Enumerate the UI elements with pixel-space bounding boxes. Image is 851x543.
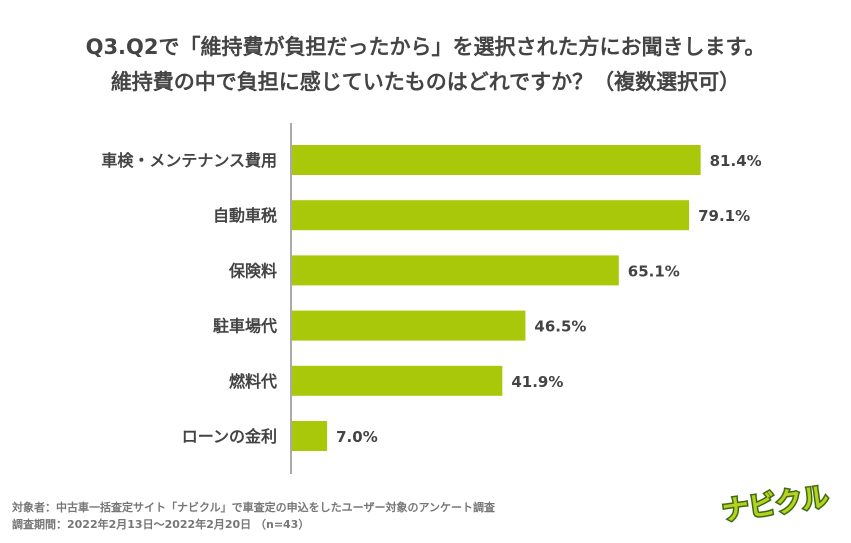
bar (292, 255, 619, 286)
chart-title-line-2: 維持費の中で負担に感じていたものはどれですか？（複数選択可） (110, 70, 741, 94)
value-label: 81.4% (710, 152, 762, 170)
chart-title-line-1: Q3.Q2で「維持費が負担だったから」を選択された方にお聞きします。 (85, 35, 766, 59)
category-label: 駐車場代 (213, 317, 277, 336)
bar (292, 145, 701, 175)
value-label: 46.5% (534, 318, 586, 336)
category-label: 車検・メンテナンス費用 (101, 151, 277, 170)
category-label: ローンの金利 (182, 427, 277, 446)
category-label: 保険料 (228, 261, 277, 280)
value-label: 65.1% (628, 262, 680, 280)
value-label: 79.1% (698, 207, 750, 225)
bar (292, 421, 328, 451)
value-label: 7.0% (336, 428, 378, 446)
survey-period-note: 調査期間：2022年2月13日～2022年2月20日 （n=43） (12, 518, 310, 531)
bar (292, 200, 690, 231)
navikuru-logo: ナビクル (719, 480, 832, 525)
value-label: 41.9% (511, 373, 563, 391)
bar (292, 365, 503, 396)
category-label: 燃料代 (229, 372, 277, 391)
category-label: 自動車税 (213, 206, 277, 225)
logo-text: ナビクル (720, 482, 830, 525)
survey-target-note: 対象者：中古車一括査定サイト「ナビクル」で車査定の申込をしたユーザー対象のアンケ… (12, 501, 496, 514)
bar (292, 310, 526, 341)
